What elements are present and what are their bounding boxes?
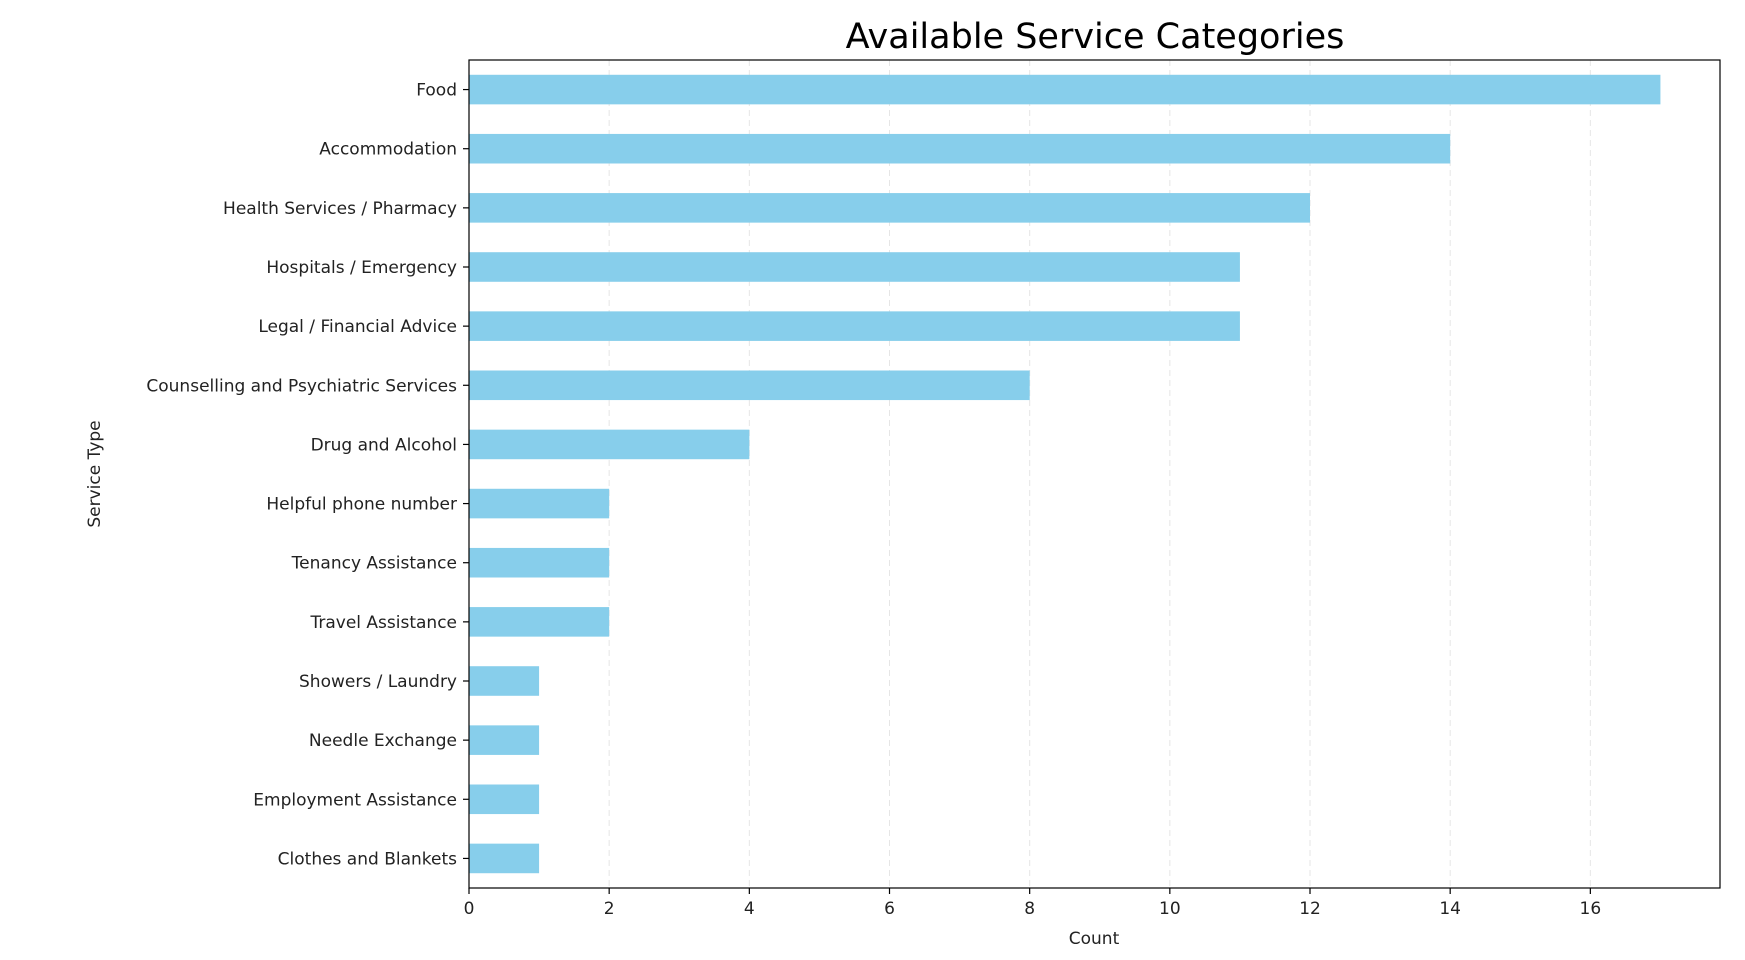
y-tick-label: Counselling and Psychiatric Services <box>146 376 457 396</box>
x-tick-label: 10 <box>1159 899 1181 919</box>
bar-counselling-and-psychiatric-services <box>469 370 1030 401</box>
bar-legal-financial-advice <box>469 311 1240 341</box>
y-tick-label: Employment Assistance <box>253 790 457 810</box>
plot-frame <box>468 59 1721 889</box>
y-tick-label: Health Services / Pharmacy <box>223 199 457 219</box>
x-tick-label: 14 <box>1439 899 1461 919</box>
bar-tenancy-assistance <box>469 547 610 578</box>
bar-showers-laundry <box>469 666 540 696</box>
bar-hospitals-emergency <box>469 252 1240 282</box>
x-tick-label: 8 <box>1024 899 1035 919</box>
y-tick-label: Travel Assistance <box>309 613 457 633</box>
y-tick-label: Helpful phone number <box>266 495 457 515</box>
bar-food <box>469 74 1661 105</box>
bar-drug-and-alcohol <box>469 429 750 460</box>
y-tick-label: Needle Exchange <box>309 731 457 751</box>
bar-health-services-pharmacy <box>469 193 1311 223</box>
bar-clothes-and-blankets <box>469 843 540 874</box>
y-tick-label: Food <box>416 81 457 101</box>
x-axis-label: Count <box>1069 929 1120 949</box>
x-axis-ticks: 0 2 4 6 8 10 12 14 16 <box>464 888 1602 919</box>
bar-travel-assistance <box>469 607 610 637</box>
bar-employment-assistance <box>469 784 540 815</box>
y-tick-label: Drug and Alcohol <box>311 435 457 455</box>
y-tick-label: Accommodation <box>319 140 457 160</box>
x-tick-label: 16 <box>1580 899 1602 919</box>
bar-helpful-phone-number <box>469 488 610 519</box>
x-tick-label: 6 <box>884 899 895 919</box>
y-axis-ticks: Food Accommodation Health Services / Pharm… <box>146 81 469 869</box>
bars <box>469 74 1661 874</box>
x-tick-label: 0 <box>464 899 475 919</box>
bar-needle-exchange <box>469 725 540 755</box>
y-tick-label: Tenancy Assistance <box>291 554 457 574</box>
y-tick-label: Hospitals / Emergency <box>266 258 457 278</box>
bar-accommodation <box>469 133 1451 164</box>
x-tick-label: 2 <box>604 899 615 919</box>
y-axis-label: Service Type <box>85 420 105 527</box>
grid-lines <box>608 60 1591 888</box>
chart-title: Available Service Categories <box>846 17 1345 57</box>
x-tick-label: 4 <box>744 899 755 919</box>
y-tick-label: Clothes and Blankets <box>278 849 457 869</box>
y-tick-label: Showers / Laundry <box>299 672 457 692</box>
y-tick-label: Legal / Financial Advice <box>258 317 457 337</box>
x-tick-label: 12 <box>1299 899 1321 919</box>
